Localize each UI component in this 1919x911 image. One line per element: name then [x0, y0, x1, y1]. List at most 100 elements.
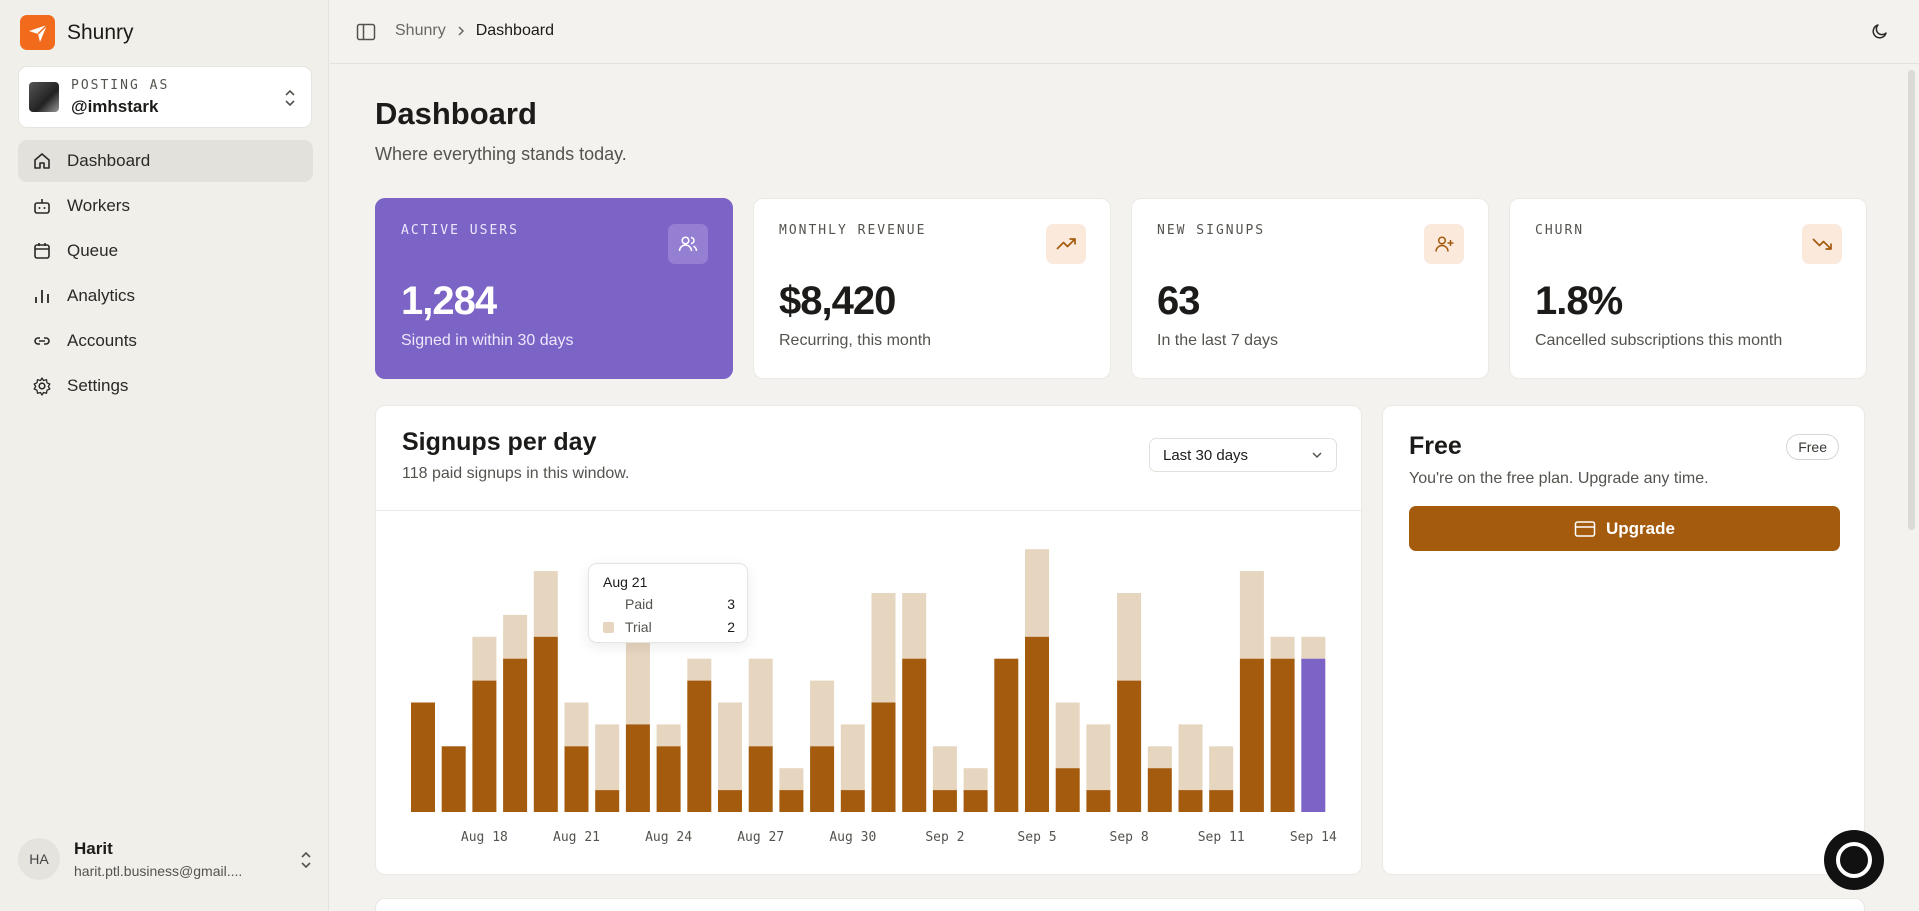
bar-paid[interactable]	[932, 790, 957, 812]
brand[interactable]: Shunry	[20, 15, 134, 50]
bar-trial[interactable]	[1209, 746, 1234, 791]
bar-chart-icon	[32, 286, 52, 306]
stat-label: ACTIVE USERS	[401, 223, 519, 238]
brand-logo-icon	[20, 15, 55, 50]
bar-paid[interactable]	[564, 746, 589, 812]
bar-trial[interactable]	[1025, 549, 1049, 637]
page-scrollbar[interactable]	[1908, 70, 1915, 530]
sidebar-item-settings[interactable]: Settings	[18, 365, 313, 407]
bar-trial[interactable]	[1055, 702, 1080, 769]
chevron-up-down-icon	[285, 89, 295, 107]
page-title: Dashboard	[375, 96, 537, 131]
posting-handle: @imhstark	[71, 96, 159, 116]
bar-paid[interactable]	[1301, 658, 1326, 812]
avatar: HA	[18, 838, 60, 880]
bar-trial[interactable]	[871, 593, 896, 703]
bar-trial[interactable]	[1147, 746, 1172, 769]
bar-paid[interactable]	[902, 658, 927, 812]
stat-card-monthly-revenue: MONTHLY REVENUE $8,420 Recurring, this m…	[753, 198, 1111, 379]
bar-paid[interactable]	[871, 702, 896, 813]
bar-paid[interactable]	[625, 724, 650, 812]
sidebar-item-accounts[interactable]: Accounts	[18, 320, 313, 362]
bar-trial[interactable]	[472, 636, 497, 681]
sidebar-item-queue[interactable]: Queue	[18, 230, 313, 272]
bar-trial[interactable]	[1239, 571, 1264, 659]
plan-card: Free Free You're on the free plan. Upgra…	[1382, 405, 1865, 875]
bar-paid[interactable]	[687, 680, 712, 812]
bar-trial[interactable]	[1301, 636, 1326, 659]
page-subtitle: Where everything stands today.	[375, 144, 627, 164]
bar-trial[interactable]	[1086, 724, 1111, 791]
bar-trial[interactable]	[503, 614, 528, 659]
moon-icon[interactable]	[1871, 22, 1889, 40]
bar-paid[interactable]	[441, 746, 466, 812]
bar-paid[interactable]	[1270, 658, 1295, 812]
bar-paid[interactable]	[1209, 790, 1234, 812]
bar-paid[interactable]	[533, 636, 558, 812]
user-email: harit.ptl.business@gmail....	[74, 863, 243, 879]
bar-trial[interactable]	[902, 593, 927, 659]
bar-trial[interactable]	[1178, 724, 1203, 791]
bar-trial[interactable]	[840, 724, 865, 791]
bar-paid[interactable]	[656, 746, 681, 812]
x-tick-label: Sep 8	[1110, 830, 1149, 845]
bar-paid[interactable]	[1025, 636, 1049, 812]
x-tick-label: Sep 5	[1017, 830, 1056, 845]
bar-paid[interactable]	[779, 790, 804, 812]
bar-paid[interactable]	[1178, 790, 1203, 812]
assistant-ring-icon	[1836, 842, 1872, 878]
x-tick-label: Sep 11	[1198, 830, 1245, 845]
calendar-icon	[32, 241, 52, 261]
bar-trial[interactable]	[748, 658, 773, 747]
upgrade-button[interactable]: Upgrade	[1409, 506, 1840, 551]
tooltip-label: Trial	[625, 619, 652, 635]
bar-trial[interactable]	[810, 680, 835, 747]
tooltip-value: 2	[727, 619, 735, 635]
posting-as-selector[interactable]: POSTING AS @imhstark	[18, 66, 312, 128]
bar-paid[interactable]	[595, 790, 620, 812]
bar-trial[interactable]	[533, 571, 558, 637]
bar-trial[interactable]	[687, 658, 712, 681]
bar-paid[interactable]	[1147, 768, 1172, 812]
bar-trial[interactable]	[932, 746, 957, 791]
user-menu[interactable]: HA Harit harit.ptl.business@gmail....	[18, 830, 313, 888]
bar-trial[interactable]	[564, 702, 589, 747]
bar-trial[interactable]	[779, 768, 804, 791]
sidebar-item-dashboard[interactable]: Dashboard	[18, 140, 313, 182]
bar-paid[interactable]	[840, 790, 865, 812]
bar-trial[interactable]	[1270, 636, 1295, 659]
bar-paid[interactable]	[810, 746, 835, 812]
bar-paid[interactable]	[1117, 680, 1142, 812]
sidebar-item-analytics[interactable]: Analytics	[18, 275, 313, 317]
stat-value: 63	[1157, 279, 1200, 323]
bar-trial[interactable]	[1117, 593, 1142, 681]
sidebar-nav: Dashboard Workers Queue Analytics Accoun…	[18, 140, 313, 410]
stat-card-new-signups: NEW SIGNUPS 63 In the last 7 days	[1131, 198, 1489, 379]
assistant-button[interactable]	[1824, 830, 1884, 890]
bar-trial[interactable]	[718, 702, 742, 791]
bar-trial[interactable]	[963, 768, 988, 791]
bar-trial[interactable]	[656, 724, 681, 747]
bar-paid[interactable]	[963, 790, 988, 812]
bar-paid[interactable]	[503, 658, 528, 812]
bar-paid[interactable]	[1086, 790, 1111, 812]
bar-paid[interactable]	[411, 702, 435, 813]
breadcrumb-root[interactable]: Shunry	[395, 22, 446, 39]
sidebar-toggle-icon[interactable]	[356, 22, 376, 42]
next-card	[375, 898, 1865, 911]
upgrade-button-label: Upgrade	[1606, 518, 1675, 538]
bar-paid[interactable]	[748, 746, 773, 812]
stat-label: CHURN	[1535, 223, 1585, 238]
sidebar-item-workers[interactable]: Workers	[18, 185, 313, 227]
bar-trial[interactable]	[595, 724, 620, 791]
signups-chart-card: Signups per day 118 paid signups in this…	[375, 405, 1362, 875]
bar-paid[interactable]	[472, 680, 497, 812]
chevron-up-down-icon	[301, 851, 311, 869]
gear-icon	[32, 376, 52, 396]
sidebar: Shunry POSTING AS @imhstark Dashboard Wo…	[0, 0, 329, 911]
bar-paid[interactable]	[1239, 658, 1264, 812]
bar-paid[interactable]	[718, 790, 742, 812]
bar-paid[interactable]	[1055, 768, 1080, 812]
bar-paid[interactable]	[994, 658, 1019, 812]
range-select[interactable]: Last 30 days	[1149, 438, 1337, 472]
